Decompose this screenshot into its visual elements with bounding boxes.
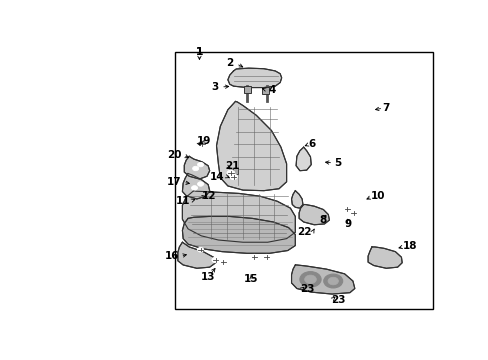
Text: 16: 16 (164, 251, 179, 261)
Text: 6: 6 (307, 139, 315, 149)
Circle shape (304, 275, 316, 284)
Text: 23: 23 (330, 296, 345, 305)
Circle shape (197, 182, 203, 186)
Text: 17: 17 (167, 177, 181, 187)
Circle shape (226, 170, 234, 176)
Circle shape (198, 141, 205, 147)
Text: 11: 11 (175, 195, 189, 206)
Text: 22: 22 (296, 227, 311, 237)
Circle shape (299, 271, 321, 287)
Text: 8: 8 (318, 215, 325, 225)
Text: 19: 19 (196, 136, 211, 146)
Text: 3: 3 (211, 82, 218, 92)
Circle shape (229, 174, 237, 180)
Text: 4: 4 (268, 85, 276, 95)
Text: 15: 15 (243, 274, 257, 284)
Text: 13: 13 (201, 273, 215, 283)
Circle shape (191, 186, 197, 190)
Text: 12: 12 (202, 191, 216, 201)
Text: 18: 18 (402, 241, 417, 251)
Text: 21: 21 (224, 161, 239, 171)
Text: 1: 1 (195, 46, 203, 57)
Polygon shape (182, 216, 295, 253)
Circle shape (349, 210, 357, 216)
Circle shape (192, 166, 198, 171)
Text: 10: 10 (370, 191, 385, 201)
Polygon shape (291, 191, 302, 208)
Text: 14: 14 (210, 172, 224, 182)
Text: 23: 23 (299, 284, 314, 294)
Polygon shape (178, 242, 215, 268)
Polygon shape (182, 174, 209, 199)
Bar (244, 86, 250, 93)
Text: 9: 9 (344, 219, 351, 229)
Circle shape (197, 162, 203, 167)
Polygon shape (182, 191, 295, 242)
Polygon shape (299, 204, 329, 225)
Circle shape (343, 206, 350, 212)
Bar (175, 51, 432, 309)
Polygon shape (184, 156, 209, 179)
Polygon shape (296, 147, 311, 171)
Polygon shape (227, 68, 281, 87)
Text: 1: 1 (195, 46, 203, 57)
Text: 5: 5 (333, 158, 341, 168)
Text: 20: 20 (167, 150, 181, 159)
Polygon shape (367, 247, 401, 268)
Bar (227, 172, 233, 177)
Circle shape (211, 257, 219, 263)
Text: 2: 2 (226, 58, 233, 68)
Circle shape (327, 277, 338, 285)
Circle shape (262, 255, 270, 260)
Text: 7: 7 (382, 103, 389, 113)
Bar (233, 168, 238, 174)
Polygon shape (216, 102, 286, 191)
Polygon shape (291, 265, 354, 294)
Circle shape (197, 247, 203, 252)
Circle shape (250, 255, 258, 260)
Circle shape (219, 260, 226, 265)
Bar (262, 87, 268, 94)
Circle shape (323, 274, 342, 288)
